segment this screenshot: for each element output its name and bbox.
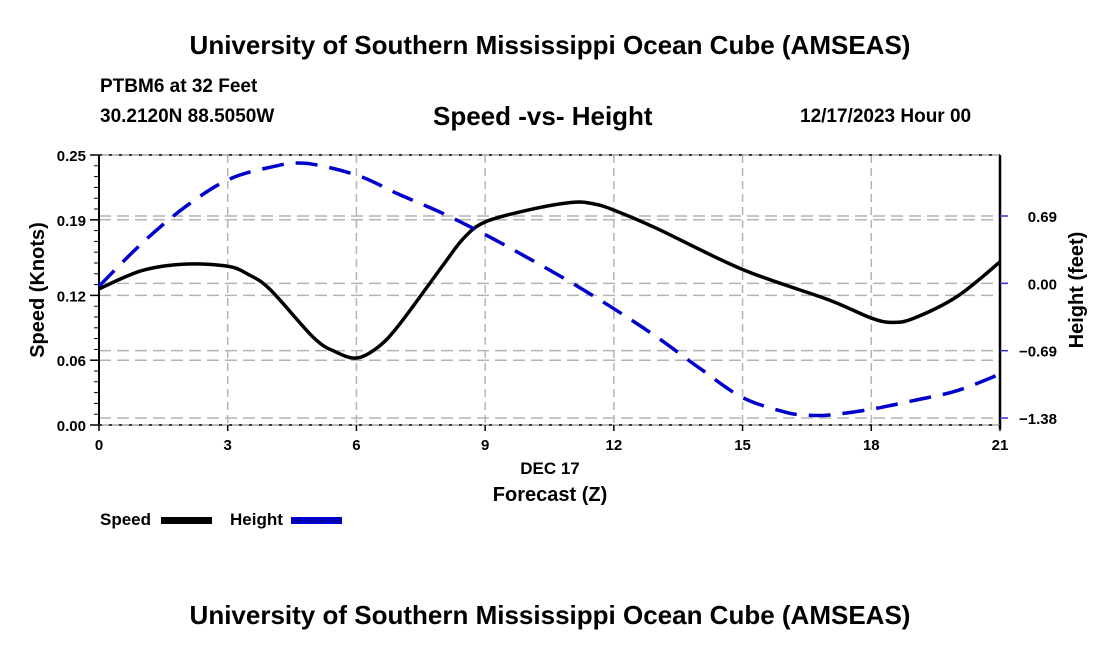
x-tick-label: 0: [95, 437, 103, 454]
x-tick-label: 18: [863, 437, 880, 454]
page-title: University of Southern Mississippi Ocean…: [189, 30, 911, 60]
date-hour-label: 12/17/2023 Hour 00: [800, 106, 972, 127]
coordinates-label: 30.2120N 88.5050W: [100, 106, 275, 127]
height-line: [97, 161, 1001, 418]
x-tick-label: 15: [734, 437, 751, 454]
y-tick-label: 0.12: [57, 288, 86, 305]
x-tick-label: 3: [224, 437, 232, 454]
legend-label-speed: Speed: [100, 510, 151, 529]
chart-title: Speed -vs- Height: [433, 101, 653, 131]
x-tick-label: 12: [606, 437, 623, 454]
legend-swatch-height: [291, 517, 342, 524]
y2-tick-label: −0.69: [1019, 344, 1057, 361]
x-tick-label: 9: [481, 437, 489, 454]
legend-swatch-speed: [161, 517, 212, 524]
y2-tick-label: −1.38: [1019, 411, 1057, 428]
y2-tick-label: 0.00: [1028, 276, 1057, 293]
y2-tick-label: 0.69: [1028, 209, 1057, 226]
axis-labels: Speed (Knots) Height (feet) DEC 17 Forec…: [27, 222, 1088, 506]
y-tick-label: 0.00: [57, 418, 86, 435]
y2-axis-label: Height (feet): [1066, 232, 1088, 349]
speed-line: [98, 200, 1002, 360]
axes: 0.00 0.06 0.12 0.19 0.25 0.69 0.00 −0.69 −1.38 0 3…: [57, 148, 1057, 454]
x-axis-date-label: DEC 17: [520, 459, 580, 478]
x-tick-label: 6: [352, 437, 360, 454]
y-axis-label: Speed (Knots): [27, 222, 49, 358]
y-tick-label: 0.06: [57, 353, 86, 370]
station-label: PTBM6 at 32 Feet: [100, 76, 258, 97]
legend-label-height: Height: [230, 510, 283, 529]
series-layer: [97, 161, 1002, 418]
footer-title: University of Southern Mississippi Ocean…: [189, 600, 911, 630]
y-tick-label: 0.25: [57, 148, 86, 165]
x-axis-label: Forecast (Z): [493, 484, 607, 506]
grid: [99, 155, 1000, 425]
x-tick-label: 21: [992, 437, 1009, 454]
legend: Speed Height: [100, 510, 342, 529]
y-tick-label: 0.19: [57, 213, 86, 230]
